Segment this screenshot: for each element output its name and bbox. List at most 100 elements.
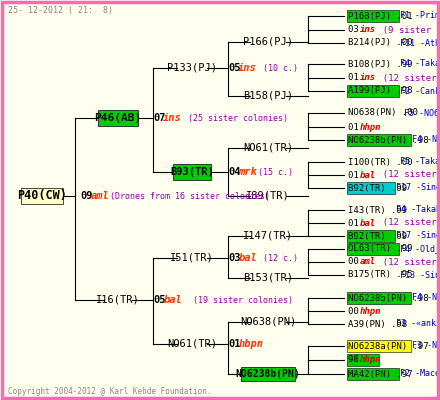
Text: NO6238a(PN) .97: NO6238a(PN) .97 [348,342,429,350]
Bar [21,188,63,204]
Text: 01: 01 [348,122,364,132]
Text: 25- 12-2012 ( 21:  8): 25- 12-2012 ( 21: 8) [8,6,113,14]
Text: B92(TR) .99: B92(TR) .99 [348,184,407,192]
Text: P40(CW): P40(CW) [17,190,67,202]
Text: F4 -Takab93aR: F4 -Takab93aR [396,206,440,214]
Bar [347,340,411,352]
Text: F3 -NO6294R: F3 -NO6294R [412,342,440,350]
Text: 98: 98 [348,356,364,364]
Bar [347,85,400,97]
Text: NO6238b(PN) .98: NO6238b(PN) .98 [348,294,429,302]
Text: 01: 01 [348,218,364,228]
Text: (12 sister colonies): (12 sister colonies) [372,74,440,82]
Text: F4 -NO6294R: F4 -NO6294R [412,294,440,302]
Text: 09: 09 [80,191,92,201]
Text: hhpn: hhpn [360,122,381,132]
Text: B92(TR) .99: B92(TR) .99 [348,232,407,240]
Text: (Drones from 16 sister colonies): (Drones from 16 sister colonies) [105,192,270,200]
Text: ins: ins [360,74,376,82]
Text: A199(PJ) .98: A199(PJ) .98 [348,86,413,96]
Text: aml: aml [90,191,109,201]
Text: hbpn: hbpn [238,339,263,349]
Text: F17 -Sinop62R: F17 -Sinop62R [396,184,440,192]
Text: 03: 03 [348,26,364,34]
Text: MA42(PN) .97: MA42(PN) .97 [348,370,413,378]
Text: F5 -Takab93aR: F5 -Takab93aR [400,158,440,166]
Text: bal: bal [163,295,182,305]
Text: B214(PJ) .00: B214(PJ) .00 [348,38,413,48]
Text: bal: bal [238,253,257,263]
Text: B108(PJ) .99: B108(PJ) .99 [348,60,413,68]
Bar [173,164,211,180]
Text: 00: 00 [348,306,364,316]
Text: I43(TR) .99: I43(TR) .99 [348,206,407,214]
Text: B153(TR): B153(TR) [243,273,293,283]
Text: NO6238b(PN): NO6238b(PN) [236,369,301,379]
Bar [241,367,295,381]
Text: 00: 00 [348,258,364,266]
Text: ins: ins [238,63,257,73]
Text: B158(PJ): B158(PJ) [243,91,293,101]
Text: hhpn: hhpn [360,306,381,316]
Text: (10 c.): (10 c.) [253,64,298,72]
Text: P133(PJ): P133(PJ) [167,63,217,73]
Text: F2 -Cankiri97Q: F2 -Cankiri97Q [400,86,440,96]
Text: (12 sister colonies): (12 sister colonies) [372,170,440,180]
Bar [347,243,400,255]
Text: P168(PJ) .01: P168(PJ) .01 [348,12,413,20]
Text: B175(TR) .95: B175(TR) .95 [348,270,413,280]
Text: ins: ins [163,113,182,123]
Text: F17 -Sinop62R: F17 -Sinop62R [396,232,440,240]
Text: Copyright 2004-2012 @ Karl Kehde Foundation.: Copyright 2004-2012 @ Karl Kehde Foundat… [8,388,212,396]
Bar [98,110,138,126]
Text: NO638(PN): NO638(PN) [240,317,296,327]
Text: B93(TR): B93(TR) [170,167,214,177]
Text: (25 sister colonies): (25 sister colonies) [178,114,288,122]
Text: F2 -Maced95R: F2 -Maced95R [400,370,440,378]
Text: bal: bal [360,218,376,228]
Text: I147(TR): I147(TR) [243,231,293,241]
Text: F4 -Takab93R: F4 -Takab93R [400,60,440,68]
Text: F13 -Sinop72R: F13 -Sinop72R [400,270,440,280]
Bar [347,182,395,194]
Text: I89(TR): I89(TR) [246,191,290,201]
Text: F3 -«ankiri96R: F3 -«ankiri96R [396,320,440,328]
Text: (19 sister colonies): (19 sister colonies) [178,296,293,304]
Text: 04: 04 [228,167,241,177]
Text: hhpn: hhpn [360,356,381,364]
Text: P46(AB): P46(AB) [94,113,142,123]
Text: mrk: mrk [238,167,257,177]
Bar [347,354,379,366]
Text: I16(TR): I16(TR) [96,295,140,305]
Text: A39(PN) .98: A39(PN) .98 [348,320,407,328]
Text: P166(PJ): P166(PJ) [243,37,293,47]
Text: 01: 01 [228,339,241,349]
Text: (12 sister colonies): (12 sister colonies) [372,218,440,228]
Text: NO61(TR): NO61(TR) [243,143,293,153]
Text: NO638(PN) .00: NO638(PN) .00 [348,108,418,118]
Bar [347,292,411,304]
Text: aml: aml [360,258,376,266]
Text: OL63(TR) .99: OL63(TR) .99 [348,244,413,254]
Text: (15 c.): (15 c.) [253,168,293,176]
Text: NO6238b(PN) .98: NO6238b(PN) .98 [348,136,429,144]
Text: (9 sister colonies): (9 sister colonies) [372,26,440,34]
Text: NO61(TR): NO61(TR) [167,339,217,349]
Text: 03: 03 [228,253,241,263]
Text: (12 sister colonies): (12 sister colonies) [372,258,440,266]
Text: bal: bal [360,170,376,180]
Bar [347,368,400,380]
Text: 05: 05 [228,63,241,73]
Text: F11 -AthosSt80R: F11 -AthosSt80R [400,38,440,48]
Text: F1 -PrimGreen00: F1 -PrimGreen00 [400,12,440,20]
Bar [347,10,400,22]
Text: F4 -NO6294R: F4 -NO6294R [412,136,440,144]
Text: 01: 01 [348,74,364,82]
Text: F5 -NO6294R: F5 -NO6294R [404,108,440,118]
Text: 07: 07 [153,113,165,123]
Bar [347,134,411,146]
Text: 05: 05 [153,295,165,305]
Text: (12 c.): (12 c.) [253,254,298,262]
Text: F4 -Old_Lady: F4 -Old_Lady [400,244,440,254]
Text: 01: 01 [348,170,364,180]
